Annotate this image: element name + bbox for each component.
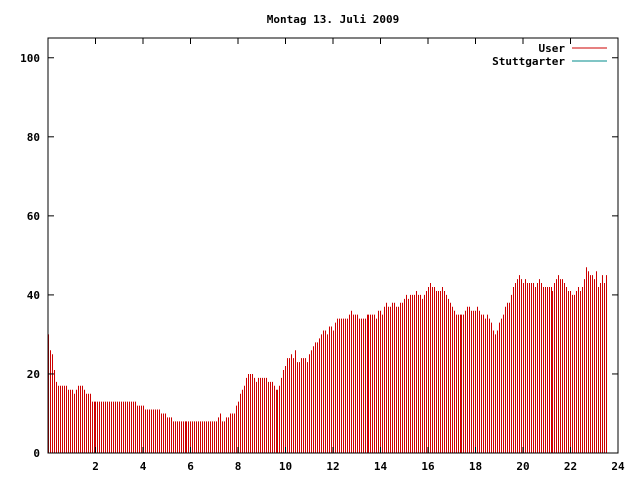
legend: User Stuttgarter (492, 42, 607, 68)
x-tick-label: 10 (279, 460, 292, 473)
x-tick-label: 18 (469, 460, 482, 473)
x-tick-label: 16 (421, 460, 435, 473)
bar-series-user (48, 267, 607, 453)
y-tick-label: 80 (27, 131, 40, 144)
x-tick-label: 14 (374, 460, 388, 473)
chart-title: Montag 13. Juli 2009 (267, 13, 399, 26)
x-tick-label: 20 (516, 460, 529, 473)
legend-label-user: User (539, 42, 566, 55)
y-tick-label: 40 (27, 289, 40, 302)
x-tick-label: 12 (326, 460, 339, 473)
y-tick-label: 0 (33, 447, 40, 460)
y-tick-label: 100 (20, 52, 40, 65)
x-tick-label: 6 (187, 460, 194, 473)
x-tick-label: 24 (611, 460, 625, 473)
y-tick-label: 60 (27, 210, 40, 223)
x-tick-label: 8 (235, 460, 242, 473)
y-tick-label: 20 (27, 368, 40, 381)
x-tick-label: 2 (92, 460, 99, 473)
x-tick-label: 4 (140, 460, 147, 473)
legend-label-stuttgarter: Stuttgarter (492, 55, 565, 68)
x-tick-label: 22 (564, 460, 577, 473)
